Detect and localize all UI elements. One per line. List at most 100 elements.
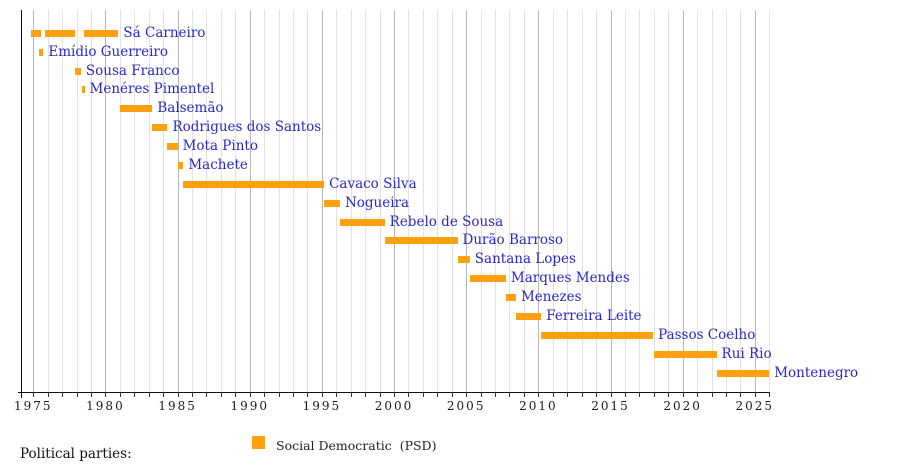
leader-label[interactable]: Cavaco Silva <box>329 175 417 192</box>
leader-label[interactable]: Rebelo de Sousa <box>389 213 504 230</box>
year-tick <box>581 392 583 397</box>
year-tick <box>394 392 396 397</box>
leader-label[interactable]: Sá Carneiro <box>123 24 206 41</box>
year-tick <box>422 392 424 397</box>
year-tick <box>33 392 35 397</box>
year-tick <box>740 392 742 397</box>
year-gridline <box>264 10 266 392</box>
x-axis-tick-label: 1980 <box>86 399 125 413</box>
year-gridline <box>451 10 453 392</box>
year-gridline <box>437 10 439 392</box>
year-gridline <box>379 10 381 392</box>
leader-label[interactable]: Menezes <box>520 289 582 306</box>
year-gridline <box>495 10 497 392</box>
year-tick <box>610 392 612 397</box>
x-axis-tick-label: 1975 <box>14 399 53 413</box>
year-gridline <box>206 10 208 392</box>
year-gridline <box>177 10 179 392</box>
legend-label-psd: Social Democratic (PSD) <box>276 438 437 453</box>
term-bar <box>81 86 85 94</box>
year-tick <box>47 392 49 397</box>
year-gridline <box>47 10 49 392</box>
year-tick <box>206 392 208 397</box>
year-tick <box>62 392 64 397</box>
year-gridline <box>278 10 280 392</box>
year-tick <box>379 392 381 397</box>
leader-label[interactable]: Rodrigues dos Santos <box>172 119 322 136</box>
term-bar <box>339 218 385 226</box>
term-bar <box>716 369 770 377</box>
term-bar <box>177 161 184 169</box>
year-tick <box>769 392 771 397</box>
term-bar <box>653 350 717 358</box>
x-axis-tick-label: 2010 <box>519 399 558 413</box>
leader-label[interactable]: Ferreira Leite <box>546 308 642 324</box>
year-tick <box>668 392 670 397</box>
x-axis-tick-label: 2005 <box>446 399 486 413</box>
leader-label[interactable]: Machete <box>188 156 248 173</box>
year-tick <box>711 392 713 397</box>
x-axis-tick-label: 2025 <box>735 399 775 413</box>
year-tick <box>437 392 439 397</box>
leader-label[interactable]: Marques Mendes <box>510 270 630 287</box>
year-gridline <box>653 10 655 392</box>
year-gridline <box>697 10 699 392</box>
year-tick <box>552 392 554 397</box>
year-gridline <box>394 10 396 392</box>
year-tick <box>624 392 626 397</box>
year-tick <box>480 392 482 397</box>
year-tick <box>336 392 338 397</box>
x-axis-tick-label: 2020 <box>663 399 702 413</box>
year-gridline <box>350 10 352 392</box>
term-bar <box>324 199 340 207</box>
year-tick <box>307 392 309 397</box>
term-bar <box>515 313 542 320</box>
year-tick <box>754 392 756 397</box>
year-gridline <box>408 10 410 392</box>
year-gridline <box>62 10 64 392</box>
y-axis-line <box>20 10 22 398</box>
year-gridline <box>610 10 612 392</box>
year-gridline <box>538 10 540 392</box>
year-gridline <box>552 10 554 392</box>
leader-label[interactable]: Nogueira <box>344 194 410 211</box>
year-tick <box>639 392 641 397</box>
year-gridline <box>596 10 598 392</box>
year-tick <box>682 392 684 397</box>
year-gridline <box>134 10 136 392</box>
leader-label[interactable]: Sousa Franco <box>85 62 180 79</box>
year-tick <box>163 392 165 397</box>
year-gridline <box>321 10 323 392</box>
leader-label[interactable]: Balsemão <box>157 100 224 117</box>
year-gridline <box>754 10 756 392</box>
year-gridline <box>91 10 93 392</box>
year-gridline <box>365 10 367 392</box>
year-tick <box>105 392 107 397</box>
leader-label[interactable]: Santana Lopes <box>474 251 576 268</box>
legend-swatch-psd <box>252 436 265 449</box>
leader-label[interactable]: Emídio Guerreiro <box>48 43 169 60</box>
leader-label[interactable]: Durão Barroso <box>462 232 564 249</box>
year-gridline <box>682 10 684 392</box>
year-tick <box>192 392 194 397</box>
year-tick <box>249 392 251 397</box>
leader-label[interactable]: Rui Rio <box>721 345 772 362</box>
term-bar <box>44 29 76 37</box>
x-axis-tick-label: 1995 <box>302 399 342 413</box>
leader-label[interactable]: Mota Pinto <box>182 138 258 155</box>
leader-label[interactable]: Passos Coelho <box>658 326 756 343</box>
year-tick <box>697 392 699 397</box>
term-bar <box>83 29 119 37</box>
year-tick <box>76 392 78 397</box>
year-gridline <box>105 10 107 392</box>
leader-label[interactable]: Montenegro <box>774 364 859 381</box>
year-tick <box>495 392 497 397</box>
year-gridline <box>220 10 222 392</box>
x-axis-tick-label: 1985 <box>158 399 197 413</box>
year-tick <box>509 392 511 397</box>
year-tick <box>350 392 352 397</box>
year-tick <box>725 392 727 397</box>
leader-label[interactable]: Menéres Pimentel <box>89 81 215 98</box>
year-tick <box>538 392 540 397</box>
